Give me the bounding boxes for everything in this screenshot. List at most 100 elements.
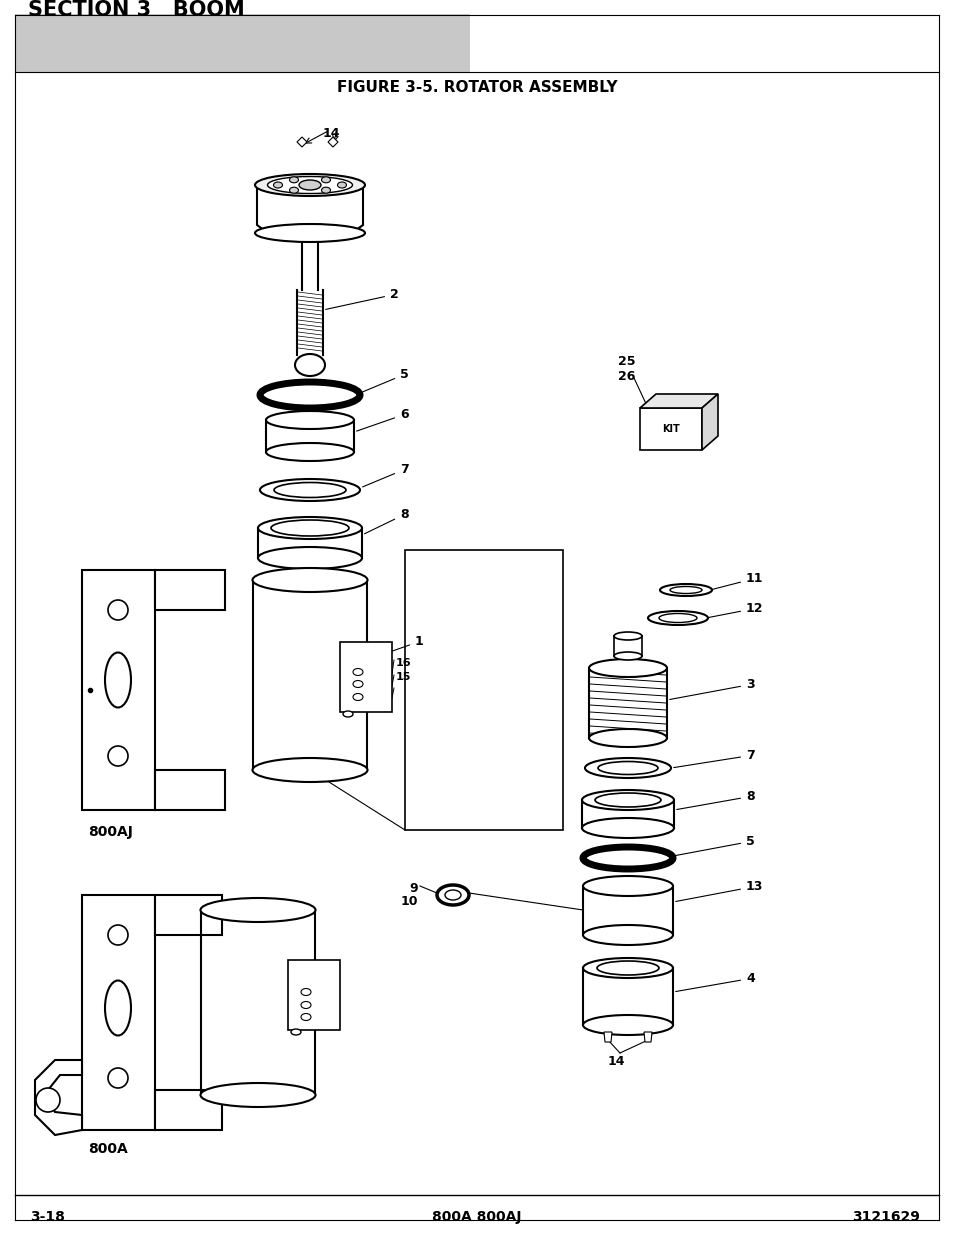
- Ellipse shape: [274, 483, 346, 498]
- Ellipse shape: [343, 711, 353, 718]
- Text: 3-18: 3-18: [30, 1210, 65, 1224]
- Ellipse shape: [266, 411, 354, 429]
- Ellipse shape: [301, 988, 311, 995]
- Ellipse shape: [588, 659, 666, 677]
- Text: FIGURE 3-5. ROTATOR ASSEMBLY: FIGURE 3-5. ROTATOR ASSEMBLY: [336, 80, 617, 95]
- Circle shape: [36, 1088, 60, 1112]
- Ellipse shape: [301, 1014, 311, 1020]
- Ellipse shape: [353, 694, 363, 700]
- Ellipse shape: [581, 818, 673, 839]
- Text: 800AJ: 800AJ: [88, 825, 132, 839]
- Text: 14: 14: [323, 127, 340, 140]
- Text: 3: 3: [669, 678, 754, 699]
- Text: KIT: KIT: [661, 424, 679, 433]
- Ellipse shape: [595, 793, 660, 806]
- Ellipse shape: [582, 958, 672, 978]
- Ellipse shape: [105, 652, 131, 708]
- Polygon shape: [639, 394, 718, 408]
- Ellipse shape: [267, 177, 352, 194]
- Ellipse shape: [582, 1015, 672, 1035]
- Polygon shape: [643, 1032, 651, 1042]
- Ellipse shape: [614, 652, 641, 659]
- FancyBboxPatch shape: [15, 14, 470, 72]
- Ellipse shape: [584, 758, 670, 778]
- Polygon shape: [154, 1091, 222, 1130]
- Ellipse shape: [260, 479, 359, 501]
- Ellipse shape: [597, 961, 659, 974]
- Text: 1: 1: [369, 635, 423, 659]
- Ellipse shape: [254, 224, 365, 242]
- FancyBboxPatch shape: [639, 408, 701, 450]
- Ellipse shape: [200, 898, 315, 923]
- Ellipse shape: [291, 1029, 301, 1035]
- Polygon shape: [154, 571, 225, 610]
- Text: 8: 8: [676, 790, 754, 809]
- Ellipse shape: [614, 632, 641, 640]
- Text: 800A: 800A: [88, 1142, 128, 1156]
- Ellipse shape: [659, 584, 711, 597]
- Text: 26: 26: [618, 370, 635, 383]
- Circle shape: [108, 1068, 128, 1088]
- Ellipse shape: [353, 668, 363, 676]
- Ellipse shape: [253, 758, 367, 782]
- FancyBboxPatch shape: [288, 960, 339, 1030]
- Text: 5: 5: [675, 835, 754, 856]
- Ellipse shape: [321, 188, 330, 193]
- Text: 15: 15: [395, 672, 411, 682]
- Ellipse shape: [266, 443, 354, 461]
- Polygon shape: [154, 769, 225, 810]
- Polygon shape: [82, 895, 154, 1130]
- Text: 7: 7: [362, 463, 408, 487]
- Circle shape: [108, 746, 128, 766]
- Text: 5: 5: [362, 368, 408, 391]
- Polygon shape: [82, 571, 154, 810]
- Ellipse shape: [274, 182, 282, 188]
- Text: 14: 14: [607, 1055, 624, 1068]
- Ellipse shape: [321, 177, 330, 183]
- Polygon shape: [603, 1032, 612, 1042]
- Text: 11: 11: [712, 572, 762, 589]
- Text: 9: 9: [409, 882, 417, 895]
- Ellipse shape: [294, 354, 325, 375]
- Ellipse shape: [337, 182, 346, 188]
- Ellipse shape: [257, 547, 361, 569]
- Text: 8: 8: [364, 508, 408, 534]
- Polygon shape: [328, 137, 337, 147]
- Polygon shape: [35, 1060, 82, 1135]
- Text: 2: 2: [325, 288, 398, 310]
- Ellipse shape: [200, 1083, 315, 1107]
- Text: 25: 25: [618, 354, 635, 368]
- Ellipse shape: [588, 729, 666, 747]
- Text: 16: 16: [395, 658, 411, 668]
- Polygon shape: [154, 895, 222, 935]
- FancyBboxPatch shape: [339, 642, 392, 713]
- Ellipse shape: [582, 876, 672, 897]
- Ellipse shape: [444, 890, 460, 900]
- Text: 4: 4: [675, 972, 754, 992]
- Ellipse shape: [289, 188, 298, 193]
- Ellipse shape: [581, 790, 673, 810]
- Ellipse shape: [254, 174, 365, 196]
- Ellipse shape: [598, 762, 658, 774]
- Polygon shape: [256, 185, 363, 233]
- Ellipse shape: [647, 611, 707, 625]
- Circle shape: [108, 925, 128, 945]
- Ellipse shape: [301, 1002, 311, 1009]
- Ellipse shape: [257, 517, 361, 538]
- Ellipse shape: [271, 520, 349, 536]
- Ellipse shape: [353, 680, 363, 688]
- Polygon shape: [701, 394, 718, 450]
- Ellipse shape: [253, 568, 367, 592]
- Ellipse shape: [669, 587, 701, 594]
- Ellipse shape: [298, 180, 320, 190]
- Ellipse shape: [289, 177, 298, 183]
- Text: 3121629: 3121629: [851, 1210, 919, 1224]
- Ellipse shape: [659, 614, 697, 622]
- Ellipse shape: [105, 981, 131, 1035]
- Ellipse shape: [582, 925, 672, 945]
- Text: 7: 7: [673, 748, 754, 768]
- Circle shape: [108, 600, 128, 620]
- Text: 6: 6: [356, 408, 408, 431]
- Text: 12: 12: [708, 601, 762, 618]
- Text: 13: 13: [675, 881, 762, 902]
